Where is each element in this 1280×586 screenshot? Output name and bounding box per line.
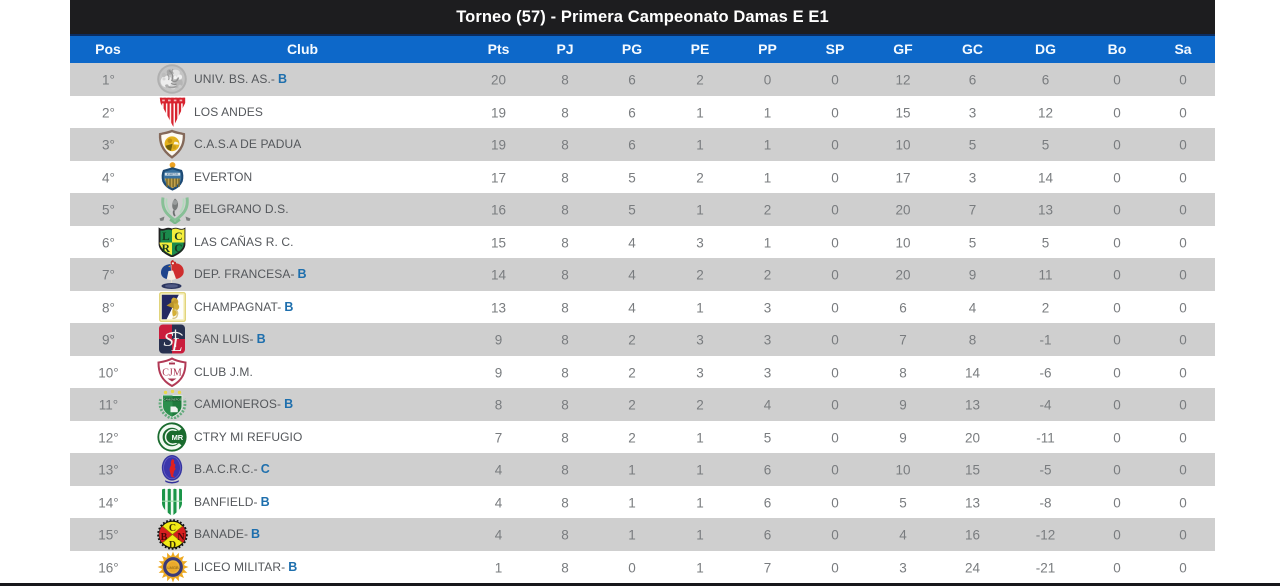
svg-text:C: C xyxy=(169,523,176,534)
svg-text:L: L xyxy=(162,231,170,243)
svg-text:C: C xyxy=(174,231,182,243)
svg-text:N: N xyxy=(177,532,185,543)
svg-text:C: C xyxy=(174,243,182,255)
svg-text:CJM: CJM xyxy=(162,367,182,378)
svg-text:L: L xyxy=(170,334,182,354)
svg-text:B: B xyxy=(161,532,168,543)
svg-text:CAMIONEROS: CAMIONEROS xyxy=(164,398,182,402)
svg-text:D: D xyxy=(169,540,176,550)
svg-text:MR: MR xyxy=(172,433,184,442)
svg-text:EVERTON: EVERTON xyxy=(166,173,178,176)
svg-text:LMGB: LMGB xyxy=(167,565,179,570)
svg-text:S: S xyxy=(164,329,174,351)
svg-text:R: R xyxy=(162,243,171,255)
